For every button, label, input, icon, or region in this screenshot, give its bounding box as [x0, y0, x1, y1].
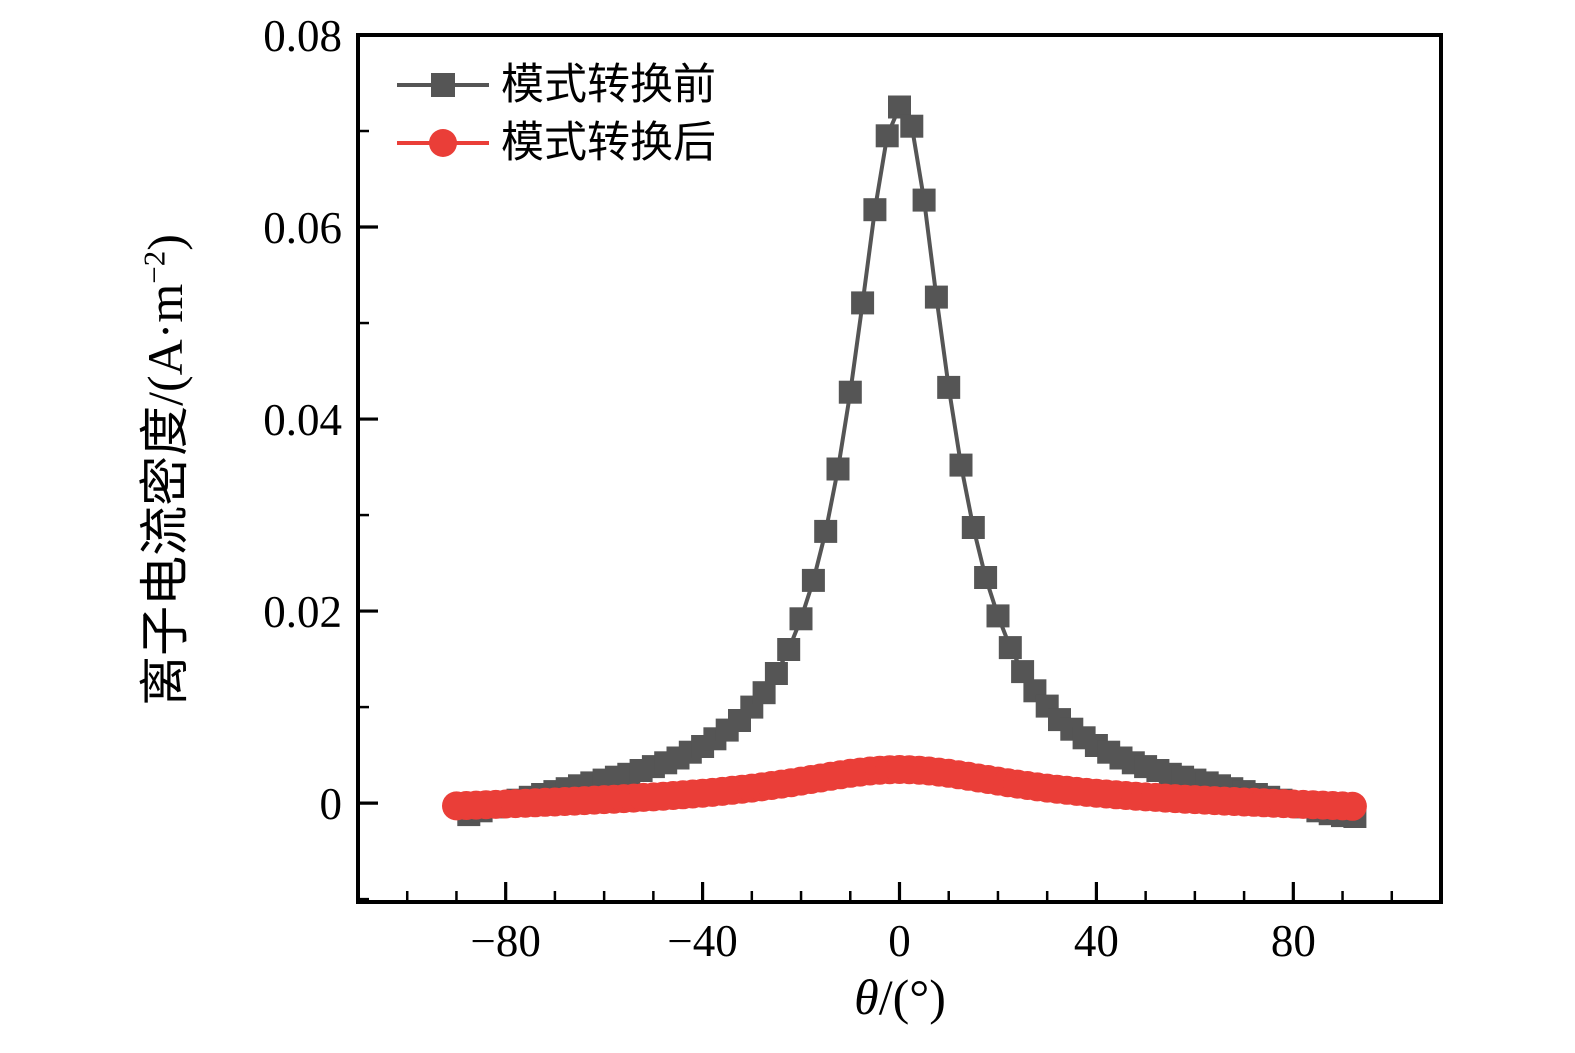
legend-label-before: 模式转换前 — [501, 61, 716, 109]
data-point-square — [998, 636, 1022, 660]
data-point-square — [863, 198, 887, 222]
y-axis-title-text: 离子电流密度/(A·m — [137, 283, 193, 706]
data-point-square — [777, 638, 801, 661]
data-point-square — [838, 380, 862, 404]
data-point-square — [949, 453, 973, 477]
plot-frame — [356, 33, 1443, 904]
data-point-square — [888, 95, 911, 119]
x-tick-label: 40 — [1074, 916, 1119, 966]
data-point-square — [851, 291, 875, 315]
data-point-square — [924, 285, 948, 309]
data-point-square — [801, 568, 825, 592]
data-point-square — [974, 566, 998, 589]
x-axis-title-units: /(°) — [878, 969, 946, 1025]
legend: 模式转换前 模式转换后 — [395, 56, 716, 172]
data-point-square — [986, 604, 1010, 628]
tick-labels-layer: −80 −40 0 40 80 0 0.02 0.04 0.06 0.08 — [263, 11, 1316, 966]
data-point-square — [900, 114, 924, 138]
square-marker-icon — [431, 73, 455, 97]
data-point-square — [961, 516, 985, 539]
data-point-square — [814, 519, 838, 543]
y-axis-title-close: ) — [137, 234, 193, 251]
series-0-line — [468, 102, 1356, 819]
x-axis-title-symbol: θ — [854, 969, 879, 1025]
legend-swatch-square — [397, 73, 489, 97]
y-tick-label: 0.06 — [263, 203, 342, 253]
data-point-square — [764, 662, 788, 685]
legend-item-before-conversion: 模式转换前 — [395, 56, 716, 114]
x-tick-label: −80 — [470, 916, 540, 966]
x-tick-label: −40 — [667, 916, 737, 966]
data-point-circle — [1337, 791, 1367, 821]
legend-label-after: 模式转换后 — [501, 119, 716, 167]
x-axis-title: θ/(°) — [600, 968, 1200, 1026]
series-0 — [457, 95, 1367, 828]
data-point-square — [752, 681, 776, 705]
y-tick-label: 0.04 — [263, 395, 342, 445]
y-axis-title: 离子电流密度/(A·m−2) — [135, 20, 195, 920]
data-point-square — [826, 457, 850, 481]
circle-marker-icon — [429, 129, 457, 157]
data-point-square — [937, 375, 961, 399]
series-layer — [442, 95, 1367, 828]
legend-item-after-conversion: 模式转换后 — [395, 114, 716, 172]
data-point-square — [1011, 660, 1035, 684]
data-point-square — [789, 607, 813, 631]
y-axis-title-superscript: −2 — [136, 250, 172, 284]
legend-swatch-circle — [397, 129, 489, 157]
y-tick-label: 0.08 — [263, 11, 342, 61]
x-tick-label: 80 — [1271, 916, 1316, 966]
x-tick-label: 0 — [888, 916, 911, 966]
series-1 — [442, 755, 1367, 821]
data-point-square — [912, 188, 936, 212]
y-tick-label: 0 — [320, 779, 343, 829]
data-point-square — [875, 124, 899, 148]
y-tick-label: 0.02 — [263, 587, 342, 637]
